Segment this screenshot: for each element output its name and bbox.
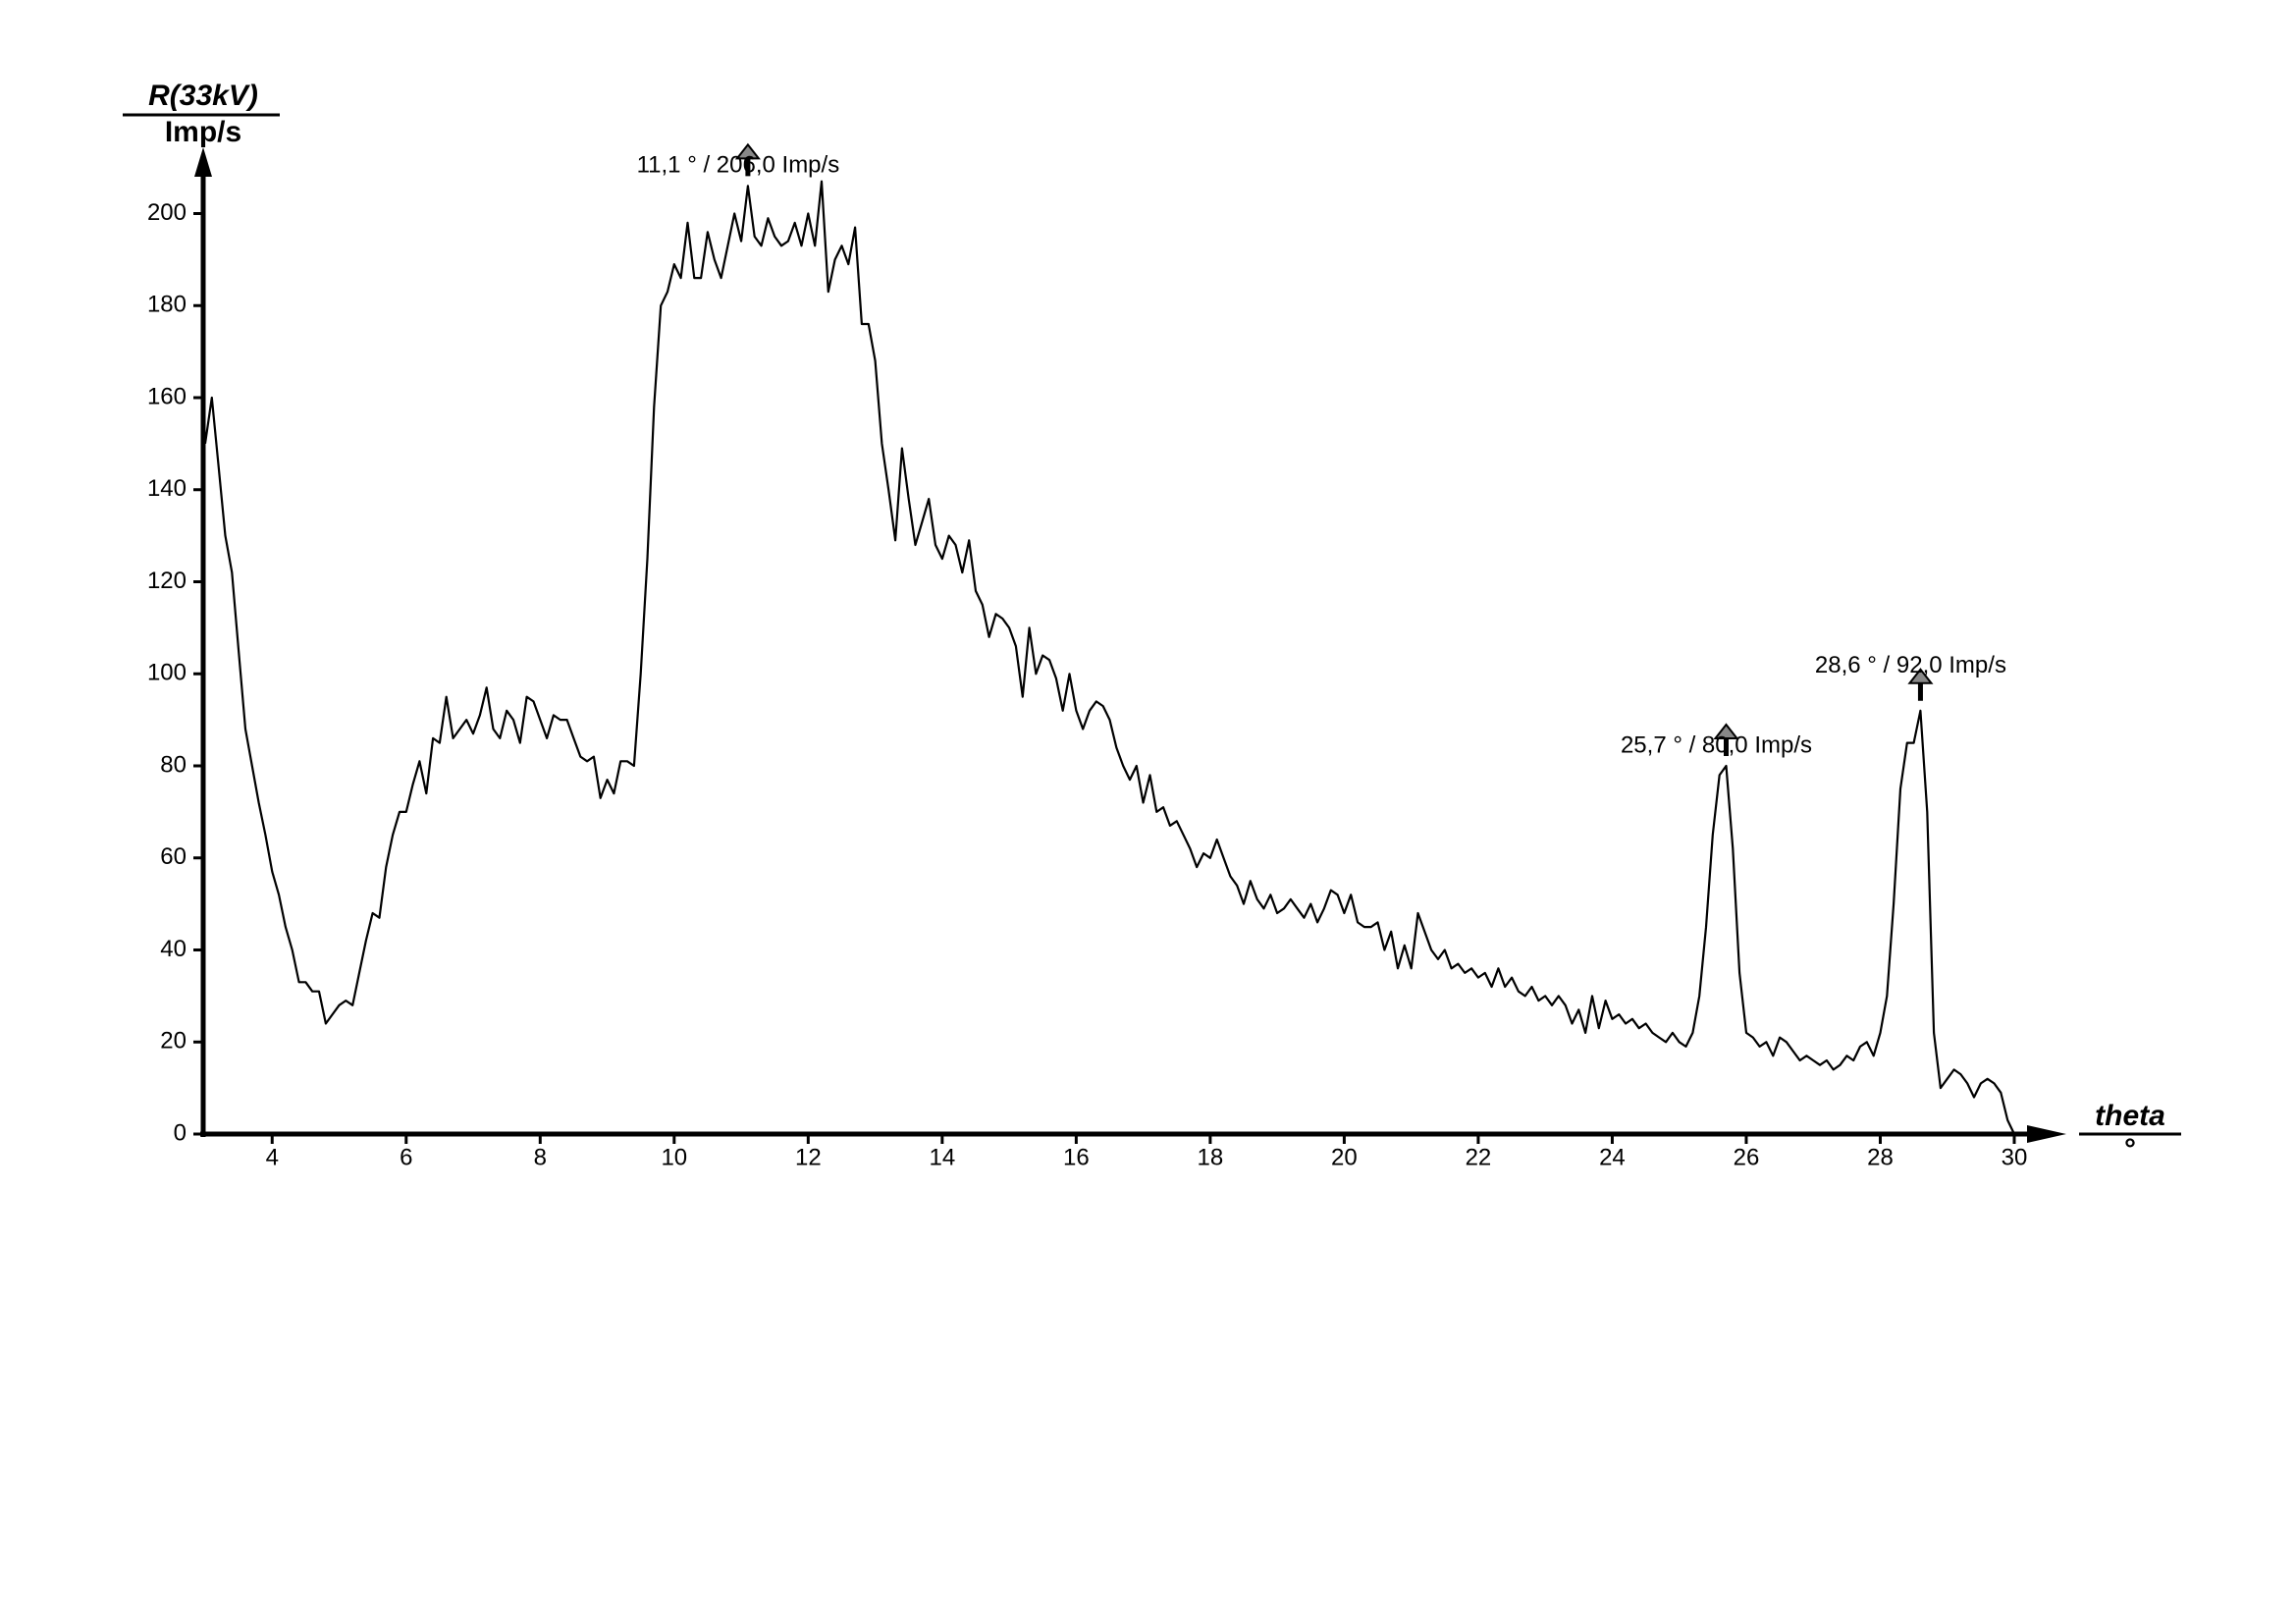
- x-axis-arrow: [2027, 1125, 2066, 1143]
- x-tick-label: 10: [661, 1144, 687, 1170]
- annotation-label: 28,6 ° / 92,0 Imp/s: [1815, 652, 2006, 678]
- annotation-arrow-head: [734, 142, 761, 160]
- x-tick-label: 8: [534, 1144, 547, 1170]
- y-tick-label: 40: [160, 936, 187, 962]
- x-tick-label: 22: [1466, 1144, 1492, 1170]
- annotation-label: 11,1 ° / 206,0 Imp/s: [637, 152, 840, 179]
- x-tick-label: 26: [1734, 1144, 1760, 1170]
- data-line: [203, 180, 2015, 1135]
- x-tick-label: 4: [266, 1144, 279, 1170]
- y-tick-label: 20: [160, 1028, 187, 1055]
- annotation-arrow-head: [1713, 723, 1739, 739]
- x-tick-label: 6: [400, 1144, 412, 1170]
- x-tick-label: 18: [1198, 1144, 1224, 1170]
- y-tick-label: 200: [147, 199, 187, 226]
- x-tick-label: 28: [1867, 1144, 1894, 1170]
- y-tick-label: 160: [147, 383, 187, 409]
- x-tick-label: 16: [1063, 1144, 1090, 1170]
- y-tick-label: 180: [147, 292, 187, 318]
- y-axis-arrow: [194, 147, 212, 177]
- x-tick-label: 14: [930, 1144, 956, 1170]
- y-tick-label: 80: [160, 751, 187, 778]
- x-tick-label: 20: [1331, 1144, 1358, 1170]
- x-tick-label: 12: [795, 1144, 822, 1170]
- y-tick-label: 140: [147, 475, 187, 502]
- y-tick-label: 120: [147, 568, 187, 594]
- y-tick-label: 100: [147, 660, 187, 686]
- x-tick-label: 24: [1599, 1144, 1626, 1170]
- y-axis-unit: Imp/s: [165, 116, 241, 148]
- y-axis-label: R(33kV): [148, 80, 258, 112]
- x-axis-label: theta: [2095, 1100, 2165, 1132]
- y-tick-label: 60: [160, 843, 187, 870]
- annotation-arrow-head: [1907, 668, 1934, 684]
- y-tick-label: 0: [174, 1119, 187, 1146]
- annotation-label: 25,7 ° / 80,0 Imp/s: [1621, 731, 1812, 758]
- x-tick-label: 30: [2002, 1144, 2028, 1170]
- x-axis-unit: °: [2124, 1133, 2136, 1165]
